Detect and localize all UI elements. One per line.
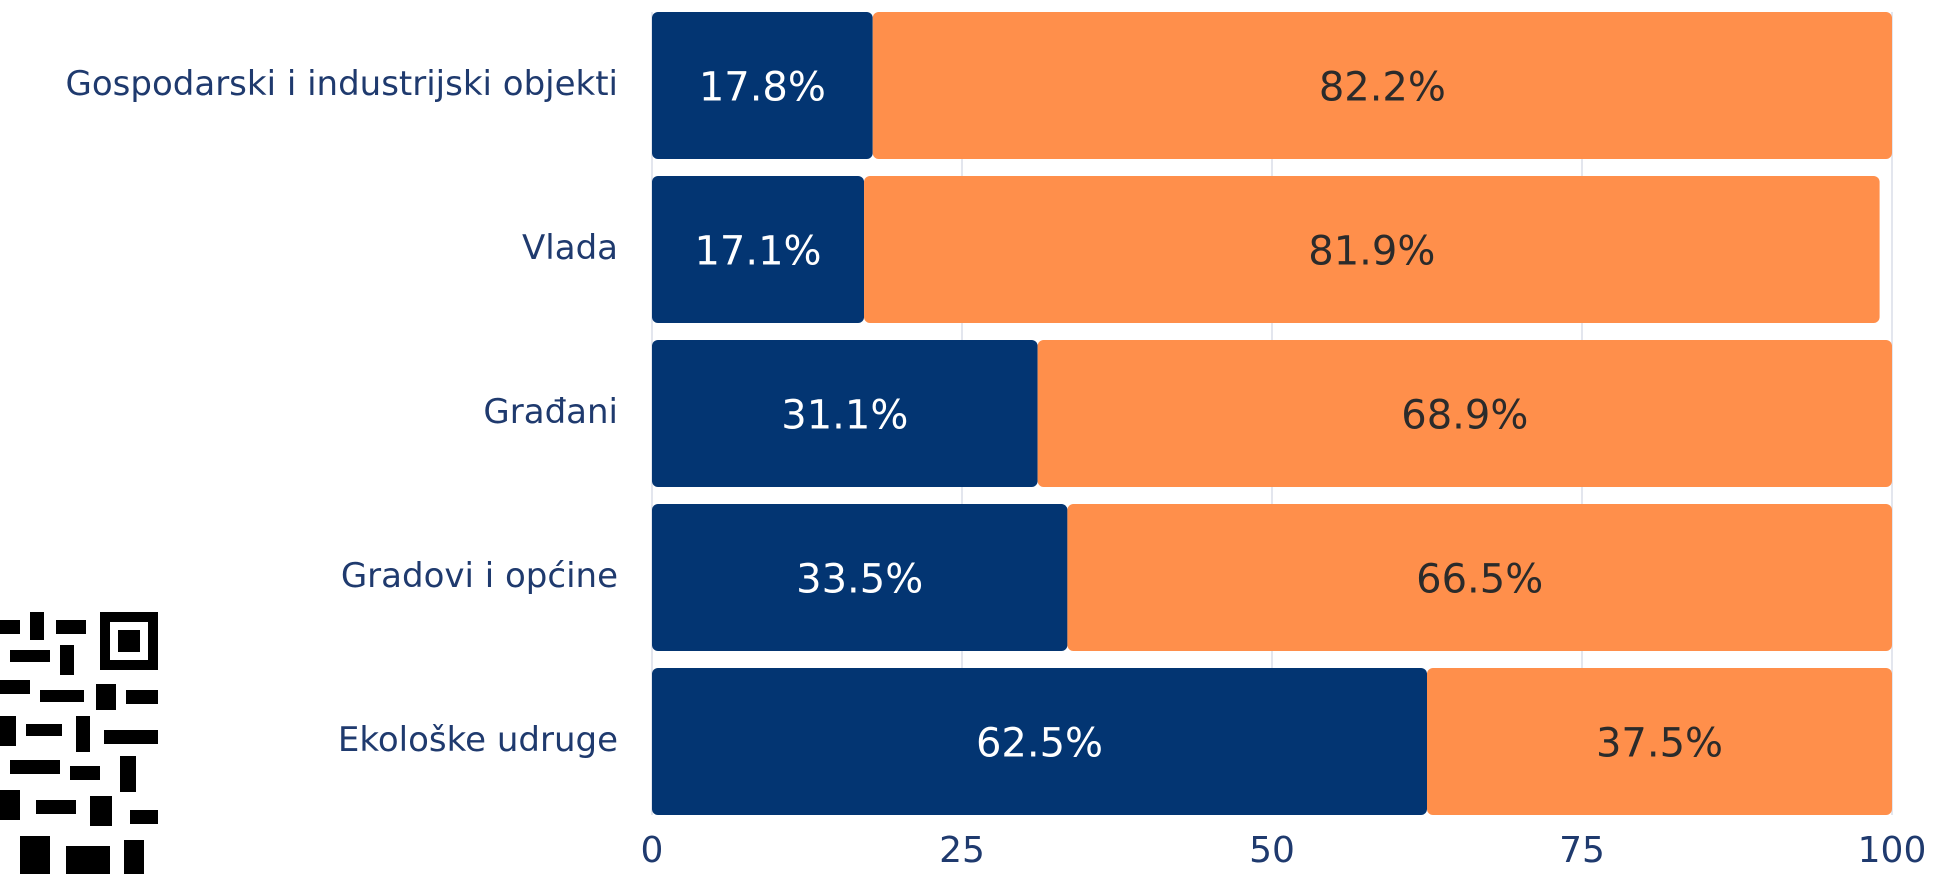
value-label: 82.2% <box>1319 65 1446 111</box>
value-label: 81.9% <box>1308 229 1435 275</box>
value-label: 68.9% <box>1401 393 1528 439</box>
bar-segment <box>652 504 1068 651</box>
bar-segment <box>1037 340 1892 487</box>
x-tick-label: 0 <box>641 830 664 871</box>
bar-segment <box>1427 668 1892 815</box>
category-label: Vlada <box>522 228 618 268</box>
x-tick-label: 75 <box>1559 830 1605 871</box>
x-tick-label: 25 <box>939 830 985 871</box>
value-label: 37.5% <box>1596 721 1723 767</box>
value-label: 31.1% <box>781 393 908 439</box>
bar-segment <box>872 12 1892 159</box>
bar-segment <box>652 668 1427 815</box>
bar-segment <box>652 340 1038 487</box>
bar-segment <box>864 176 1880 323</box>
x-tick-label: 50 <box>1249 830 1295 871</box>
value-label: 17.8% <box>699 65 826 111</box>
category-label: Gradovi i općine <box>341 556 618 596</box>
value-label: 33.5% <box>796 557 923 603</box>
bar-segment <box>652 12 873 159</box>
bar-segment <box>652 176 865 323</box>
category-label: Ekološke udruge <box>338 720 618 760</box>
value-label: 17.1% <box>694 229 821 275</box>
x-tick-label: 100 <box>1858 830 1927 871</box>
category-label: Građani <box>483 392 618 432</box>
value-label: 66.5% <box>1416 557 1543 603</box>
bar-segment <box>1067 504 1892 651</box>
category-label: Gospodarski i industrijski objekti <box>66 64 618 104</box>
value-label: 62.5% <box>976 721 1103 767</box>
qr-code <box>0 612 158 874</box>
